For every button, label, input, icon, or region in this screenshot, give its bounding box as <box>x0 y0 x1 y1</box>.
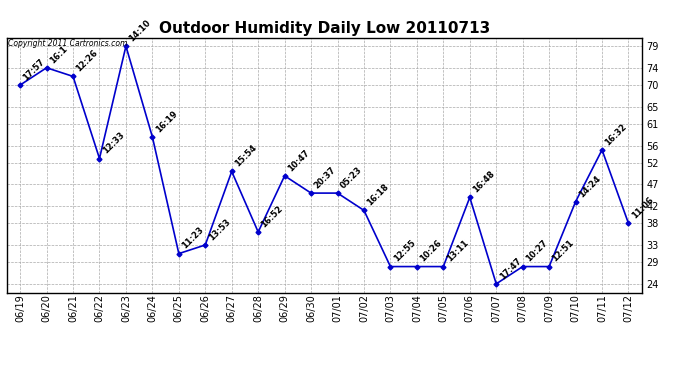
Text: 16:1: 16:1 <box>48 44 69 65</box>
Text: 12:26: 12:26 <box>75 48 100 74</box>
Text: 16:32: 16:32 <box>604 122 629 147</box>
Text: 12:55: 12:55 <box>392 238 417 264</box>
Text: 13:11: 13:11 <box>445 238 470 264</box>
Title: Outdoor Humidity Daily Low 20110713: Outdoor Humidity Daily Low 20110713 <box>159 21 490 36</box>
Text: 16:18: 16:18 <box>366 182 391 208</box>
Text: 15:54: 15:54 <box>233 143 259 169</box>
Text: 12:33: 12:33 <box>101 130 126 156</box>
Text: 11:23: 11:23 <box>180 225 206 251</box>
Text: 10:27: 10:27 <box>524 238 549 264</box>
Text: 13:53: 13:53 <box>207 217 232 242</box>
Text: 16:19: 16:19 <box>154 109 179 134</box>
Text: 17:47: 17:47 <box>497 256 523 281</box>
Text: Copyright 2011 Cartronics.com: Copyright 2011 Cartronics.com <box>8 39 127 48</box>
Text: 10:26: 10:26 <box>418 238 444 264</box>
Text: 20:37: 20:37 <box>313 165 337 190</box>
Text: 12:51: 12:51 <box>551 238 576 264</box>
Text: 10:47: 10:47 <box>286 148 311 173</box>
Text: 05:23: 05:23 <box>339 165 364 190</box>
Text: 11:06: 11:06 <box>630 195 655 220</box>
Text: 17:57: 17:57 <box>21 57 47 82</box>
Text: 14:24: 14:24 <box>577 174 602 199</box>
Text: 16:52: 16:52 <box>259 204 285 229</box>
Text: 16:48: 16:48 <box>471 170 496 195</box>
Text: 14:10: 14:10 <box>128 18 152 44</box>
